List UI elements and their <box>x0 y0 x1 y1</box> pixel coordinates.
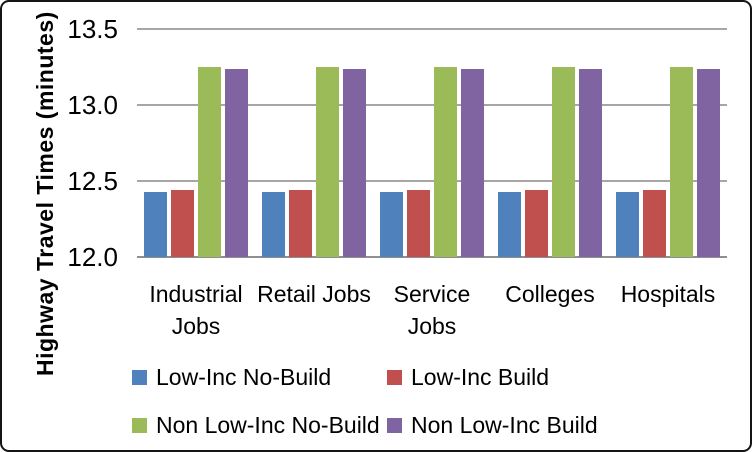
legend-swatch-non-low-inc-no-build <box>132 417 147 433</box>
legend-label: Non Low-Inc No-Build <box>156 411 380 438</box>
bar-low-inc-no-build <box>498 191 521 257</box>
bar-non-low-inc-build <box>343 68 366 257</box>
gridline <box>137 103 727 106</box>
x-category-label: Hospitals <box>620 281 716 307</box>
bar-non-low-inc-no-build <box>434 67 457 257</box>
y-tick-label: 12.0 <box>67 242 118 272</box>
bar-group-retail-jobs <box>255 29 373 257</box>
bar-non-low-inc-build <box>579 68 602 257</box>
bar-non-low-inc-build <box>461 68 484 257</box>
bar-non-low-inc-no-build <box>552 67 575 257</box>
bar-low-inc-build <box>289 190 312 257</box>
bar-non-low-inc-build <box>225 68 248 257</box>
bar-low-inc-build <box>643 190 666 257</box>
bar-low-inc-no-build <box>262 191 285 257</box>
legend-row: Low-Inc No-Build Low-Inc Build <box>132 357 598 397</box>
x-axis-category-labels: Industrial Jobs Retail Jobs Service Jobs Co… <box>137 278 727 342</box>
gridline <box>137 179 727 182</box>
legend-row: Non Low-Inc No-Build Non Low-Inc Build <box>132 405 598 445</box>
legend: Low-Inc No-Build Low-Inc Build Non Low-Inc… <box>132 357 598 450</box>
bar-non-low-inc-no-build <box>670 67 693 257</box>
x-category-label: Retail Jobs <box>257 281 371 307</box>
gridline <box>137 28 727 30</box>
y-axis-tick-labels: 13.5 13.0 12.5 12.0 <box>2 16 124 270</box>
bar-non-low-inc-no-build <box>316 67 339 257</box>
bar-group-industrial-jobs <box>137 29 255 257</box>
bar-low-inc-build <box>525 190 548 257</box>
legend-item-non-low-inc-no-build: Non Low-Inc No-Build <box>132 412 387 439</box>
legend-label: Non Low-Inc Build <box>411 411 598 438</box>
bar-low-inc-no-build <box>616 191 639 257</box>
x-category-label: Service Jobs <box>393 281 471 340</box>
bar-group-colleges <box>491 29 609 257</box>
legend-item-low-inc-no-build: Low-Inc No-Build <box>132 364 387 391</box>
x-category-label: Industrial Jobs <box>149 281 243 340</box>
y-tick-label: 12.5 <box>67 165 118 196</box>
legend-item-non-low-inc-build: Non Low-Inc Build <box>387 412 598 439</box>
bar-groups <box>137 29 727 257</box>
legend-label: Low-Inc No-Build <box>156 363 332 390</box>
bar-non-low-inc-no-build <box>198 67 221 257</box>
bar-non-low-inc-build <box>697 68 720 257</box>
legend-swatch-low-inc-build <box>387 369 402 385</box>
y-tick-label: 13.5 <box>67 14 118 44</box>
y-tick-label: 13.0 <box>67 89 118 120</box>
legend-label: Low-Inc Build <box>411 363 550 390</box>
bar-low-inc-no-build <box>144 191 167 257</box>
legend-item-low-inc-build: Low-Inc Build <box>387 364 549 391</box>
bar-group-service-jobs <box>373 29 491 257</box>
bar-low-inc-build <box>407 190 430 257</box>
plot-area <box>137 28 727 258</box>
bar-low-inc-no-build <box>380 191 403 257</box>
bar-group-hospitals <box>609 29 727 257</box>
legend-swatch-low-inc-no-build <box>132 369 147 385</box>
x-category-label: Colleges <box>505 281 595 307</box>
x-axis-line <box>137 256 727 258</box>
legend-swatch-non-low-inc-build <box>387 417 402 433</box>
bar-low-inc-build <box>171 190 194 257</box>
